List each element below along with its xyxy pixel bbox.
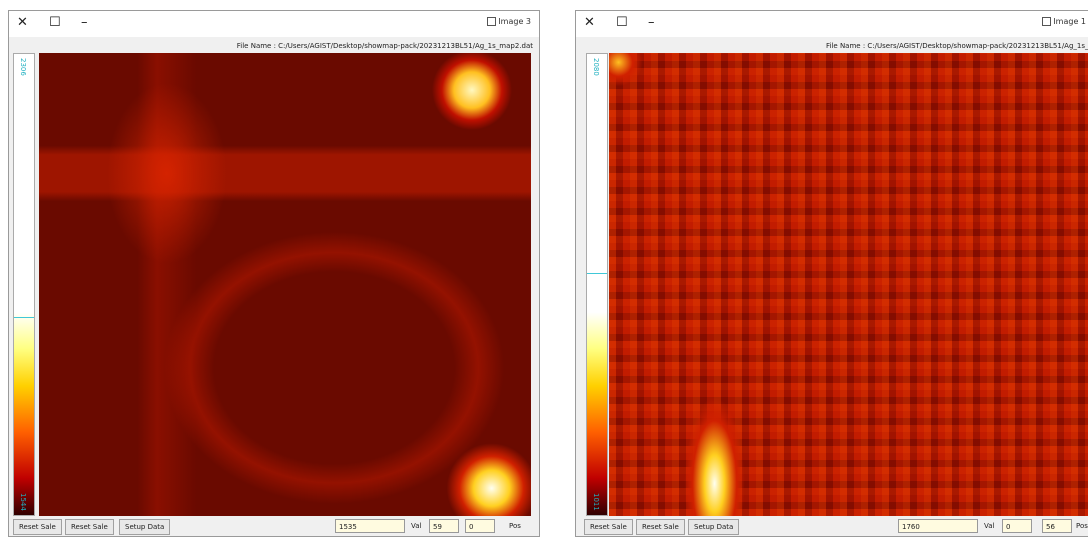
button[interactable]: Setup Data bbox=[119, 519, 170, 535]
status-bar: Reset Sale Reset Sale Setup Data 1760 Va… bbox=[576, 516, 1088, 536]
title-text: Image 3 bbox=[498, 17, 531, 26]
color-bar: 2306 1544 bbox=[13, 53, 35, 516]
position-field[interactable]: 0 bbox=[465, 519, 495, 533]
button[interactable]: Reset Sale bbox=[636, 519, 685, 535]
maximize-button[interactable]: ☐ bbox=[49, 15, 61, 30]
value-field[interactable]: 1535 bbox=[335, 519, 405, 533]
position-label: Pos bbox=[1076, 522, 1088, 530]
intensity-map bbox=[609, 53, 1088, 516]
button[interactable]: Reset Sale bbox=[584, 519, 633, 535]
scale-marker bbox=[587, 273, 607, 274]
file-name: File Name : C:/Users/AGIST/Desktop/showm… bbox=[237, 42, 533, 50]
window-title: Image 1 bbox=[1039, 17, 1086, 26]
scale-marker bbox=[14, 317, 34, 318]
page: ✕ ☐ – Image 3 File Name : C:/Users/AGIST… bbox=[0, 0, 1088, 537]
title-bar: ✕ ☐ – Image 3 bbox=[9, 11, 539, 37]
button[interactable]: Reset Sale bbox=[65, 519, 114, 535]
value-label: Val bbox=[984, 522, 994, 530]
window: ✕ ☐ – Image 3 File Name : C:/Users/AGIST… bbox=[8, 10, 540, 537]
window: ✕ ☐ – Image 1 File Name : C:/Users/AGIST… bbox=[575, 10, 1088, 537]
title-bar: ✕ ☐ – Image 1 bbox=[576, 11, 1088, 37]
position-label: Pos bbox=[509, 522, 521, 530]
maximize-button[interactable]: ☐ bbox=[616, 15, 628, 30]
button[interactable]: Reset Sale bbox=[13, 519, 62, 535]
intensity-map bbox=[39, 53, 531, 516]
window-title: Image 3 bbox=[484, 17, 531, 26]
position-field[interactable]: 56 bbox=[1042, 519, 1072, 533]
color-bar: 2080 1011 bbox=[586, 53, 608, 516]
value-label: Val bbox=[411, 522, 421, 530]
scale-max: 2080 bbox=[592, 58, 600, 76]
scale-min: 1011 bbox=[592, 493, 600, 511]
title-text: Image 1 bbox=[1053, 17, 1086, 26]
position-field[interactable]: 0 bbox=[1002, 519, 1032, 533]
status-bar: Reset Sale Reset Sale Setup Data 1535 Va… bbox=[9, 516, 539, 536]
minimize-button[interactable]: – bbox=[81, 15, 88, 30]
position-field[interactable]: 59 bbox=[429, 519, 459, 533]
value-field[interactable]: 1760 bbox=[898, 519, 978, 533]
close-button[interactable]: ✕ bbox=[584, 15, 595, 30]
minimize-button[interactable]: – bbox=[648, 15, 655, 30]
button[interactable]: Setup Data bbox=[688, 519, 739, 535]
file-name: File Name : C:/Users/AGIST/Desktop/showm… bbox=[826, 42, 1088, 50]
scale-max: 2306 bbox=[19, 58, 27, 76]
scale-min: 1544 bbox=[19, 493, 27, 511]
close-button[interactable]: ✕ bbox=[17, 15, 28, 30]
